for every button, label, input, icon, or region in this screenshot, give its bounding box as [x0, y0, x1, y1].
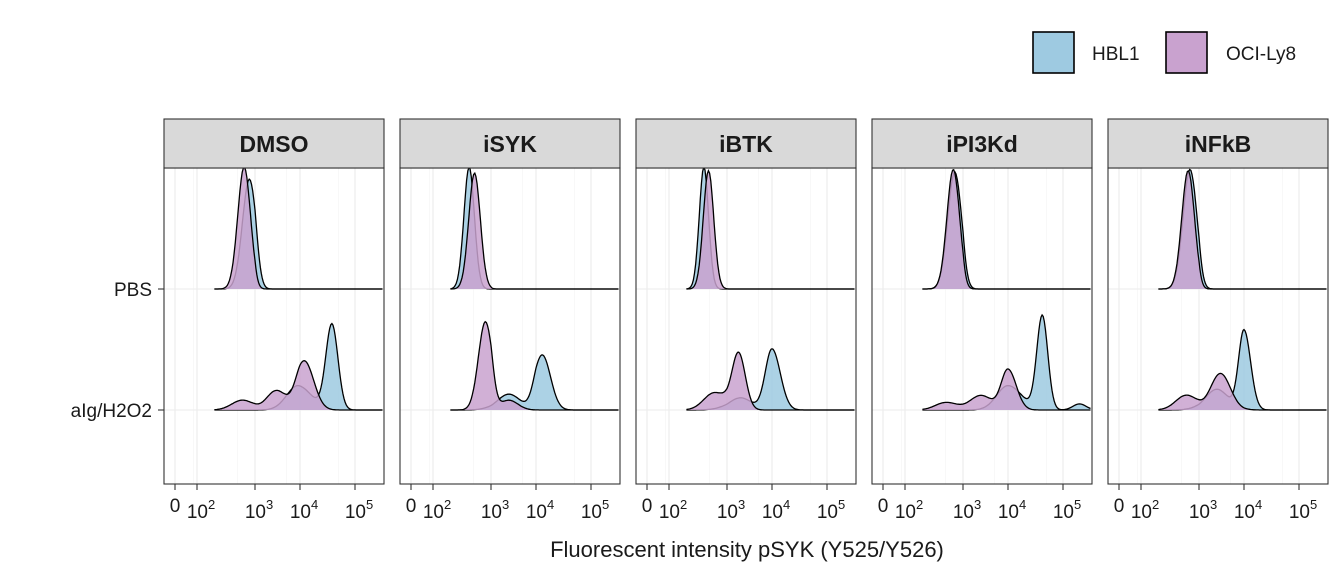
x-tick-label: 0 — [406, 496, 417, 517]
density-fill-hbl1-dmso-0 — [214, 179, 383, 289]
legend: HBL1 OCI-Ly8 — [1032, 31, 1296, 74]
facet-label: iBTK — [719, 131, 773, 157]
panel-infkb: iNFkB 0 102 103 104 105 — [1107, 118, 1329, 523]
facet-label: iNFkB — [1185, 131, 1251, 157]
x-tick-label: 104 — [762, 497, 790, 523]
density-fill-hbl1-ibtk-1 — [686, 348, 855, 410]
x-tick-label: 103 — [1189, 497, 1217, 523]
x-tick-label: 102 — [1131, 497, 1159, 523]
density-line-oci-ly8-ipi3kd-0 — [922, 168, 1091, 290]
x-tick-label: 104 — [998, 497, 1026, 523]
x-axis-title: Fluorescent intensity pSYK (Y525/Y526) — [550, 537, 944, 562]
panel-background — [164, 168, 384, 484]
density-fill-hbl1-isyk-1 — [450, 354, 619, 410]
x-tick-label: 103 — [717, 497, 745, 523]
legend-key-oci-ly8 — [1165, 31, 1208, 74]
density-line-oci-ly8-ibtk-0 — [686, 168, 855, 290]
density-fill-oci-ly8-ipi3kd-0 — [922, 169, 1091, 289]
density-fill-hbl1-dmso-1 — [214, 323, 383, 410]
x-tick-label: 102 — [187, 497, 215, 523]
facet-strip — [871, 118, 1093, 169]
x-tick-label: 103 — [245, 497, 273, 523]
panel-ipi3kd: iPI3Kd 0 102 103 104 105 — [871, 118, 1093, 523]
y-tick-label: PBS — [114, 280, 152, 301]
x-tick-label: 103 — [953, 497, 981, 523]
legend-key-hbl1 — [1032, 31, 1075, 74]
facet-strip — [163, 118, 385, 169]
legend-label: HBL1 — [1092, 44, 1140, 65]
density-line-oci-ly8-infkb-1 — [1158, 372, 1327, 411]
panel-isyk: iSYK 0 102 103 104 105 — [399, 118, 621, 523]
y-tick-label: aIg/H2O2 — [71, 401, 152, 422]
x-tick-label: 0 — [1114, 496, 1125, 517]
facet-strip — [635, 118, 857, 169]
panel-background — [872, 168, 1092, 484]
facet-strip — [1107, 118, 1329, 169]
facet-label: DMSO — [240, 131, 309, 157]
x-tick-label: 105 — [1053, 497, 1081, 523]
panel-ibtk: iBTK 0 102 103 104 105 — [635, 118, 857, 523]
density-fill-oci-ly8-dmso-0 — [214, 167, 383, 289]
legend-label: OCI-Ly8 — [1226, 44, 1296, 65]
density-fill-oci-ly8-infkb-0 — [1158, 170, 1327, 289]
density-fill-hbl1-ipi3kd-1 — [922, 315, 1091, 410]
density-fill-oci-ly8-ipi3kd-1 — [922, 368, 1091, 410]
x-tick-label: 104 — [526, 497, 554, 523]
x-tick-label: 0 — [878, 496, 889, 517]
x-tick-label: 105 — [345, 497, 373, 523]
density-fill-hbl1-infkb-1 — [1158, 329, 1327, 410]
density-line-oci-ly8-dmso-0 — [214, 166, 383, 290]
panel-dmso: DMSO 0 102 103 104 105 — [163, 118, 385, 523]
facet-label: iSYK — [483, 131, 537, 157]
density-line-oci-ly8-isyk-0 — [450, 171, 619, 290]
x-tick-label: 0 — [642, 496, 653, 517]
density-fill-oci-ly8-ibtk-1 — [686, 352, 855, 410]
density-fill-oci-ly8-isyk-0 — [450, 173, 619, 289]
x-tick-label: 102 — [659, 497, 687, 523]
x-tick-label: 104 — [290, 497, 318, 523]
x-tick-label: 105 — [581, 497, 609, 523]
density-fill-oci-ly8-ibtk-0 — [686, 170, 855, 289]
density-line-oci-ly8-ibtk-1 — [686, 351, 855, 411]
facet-label: iPI3Kd — [946, 131, 1018, 157]
x-tick-label: 102 — [423, 497, 451, 523]
x-tick-label: 105 — [1289, 497, 1317, 523]
density-fill-oci-ly8-infkb-1 — [1158, 373, 1327, 410]
x-tick-label: 102 — [895, 497, 923, 523]
y-axis-labels: PBS aIg/H2O2 — [71, 280, 164, 422]
facet-strip — [399, 118, 621, 169]
x-tick-label: 105 — [817, 497, 845, 523]
panel-background — [1108, 168, 1328, 484]
panel-background — [636, 168, 856, 484]
density-fill-oci-ly8-isyk-1 — [450, 321, 619, 410]
panel-background — [400, 168, 620, 484]
density-line-oci-ly8-isyk-1 — [450, 320, 619, 411]
density-line-oci-ly8-dmso-1 — [214, 360, 383, 411]
density-fill-oci-ly8-dmso-1 — [214, 360, 383, 410]
x-tick-label: 104 — [1234, 497, 1262, 523]
x-tick-label: 103 — [481, 497, 509, 523]
x-tick-label: 0 — [170, 496, 181, 517]
density-line-oci-ly8-ipi3kd-1 — [922, 368, 1091, 411]
density-line-oci-ly8-infkb-0 — [1158, 169, 1327, 290]
